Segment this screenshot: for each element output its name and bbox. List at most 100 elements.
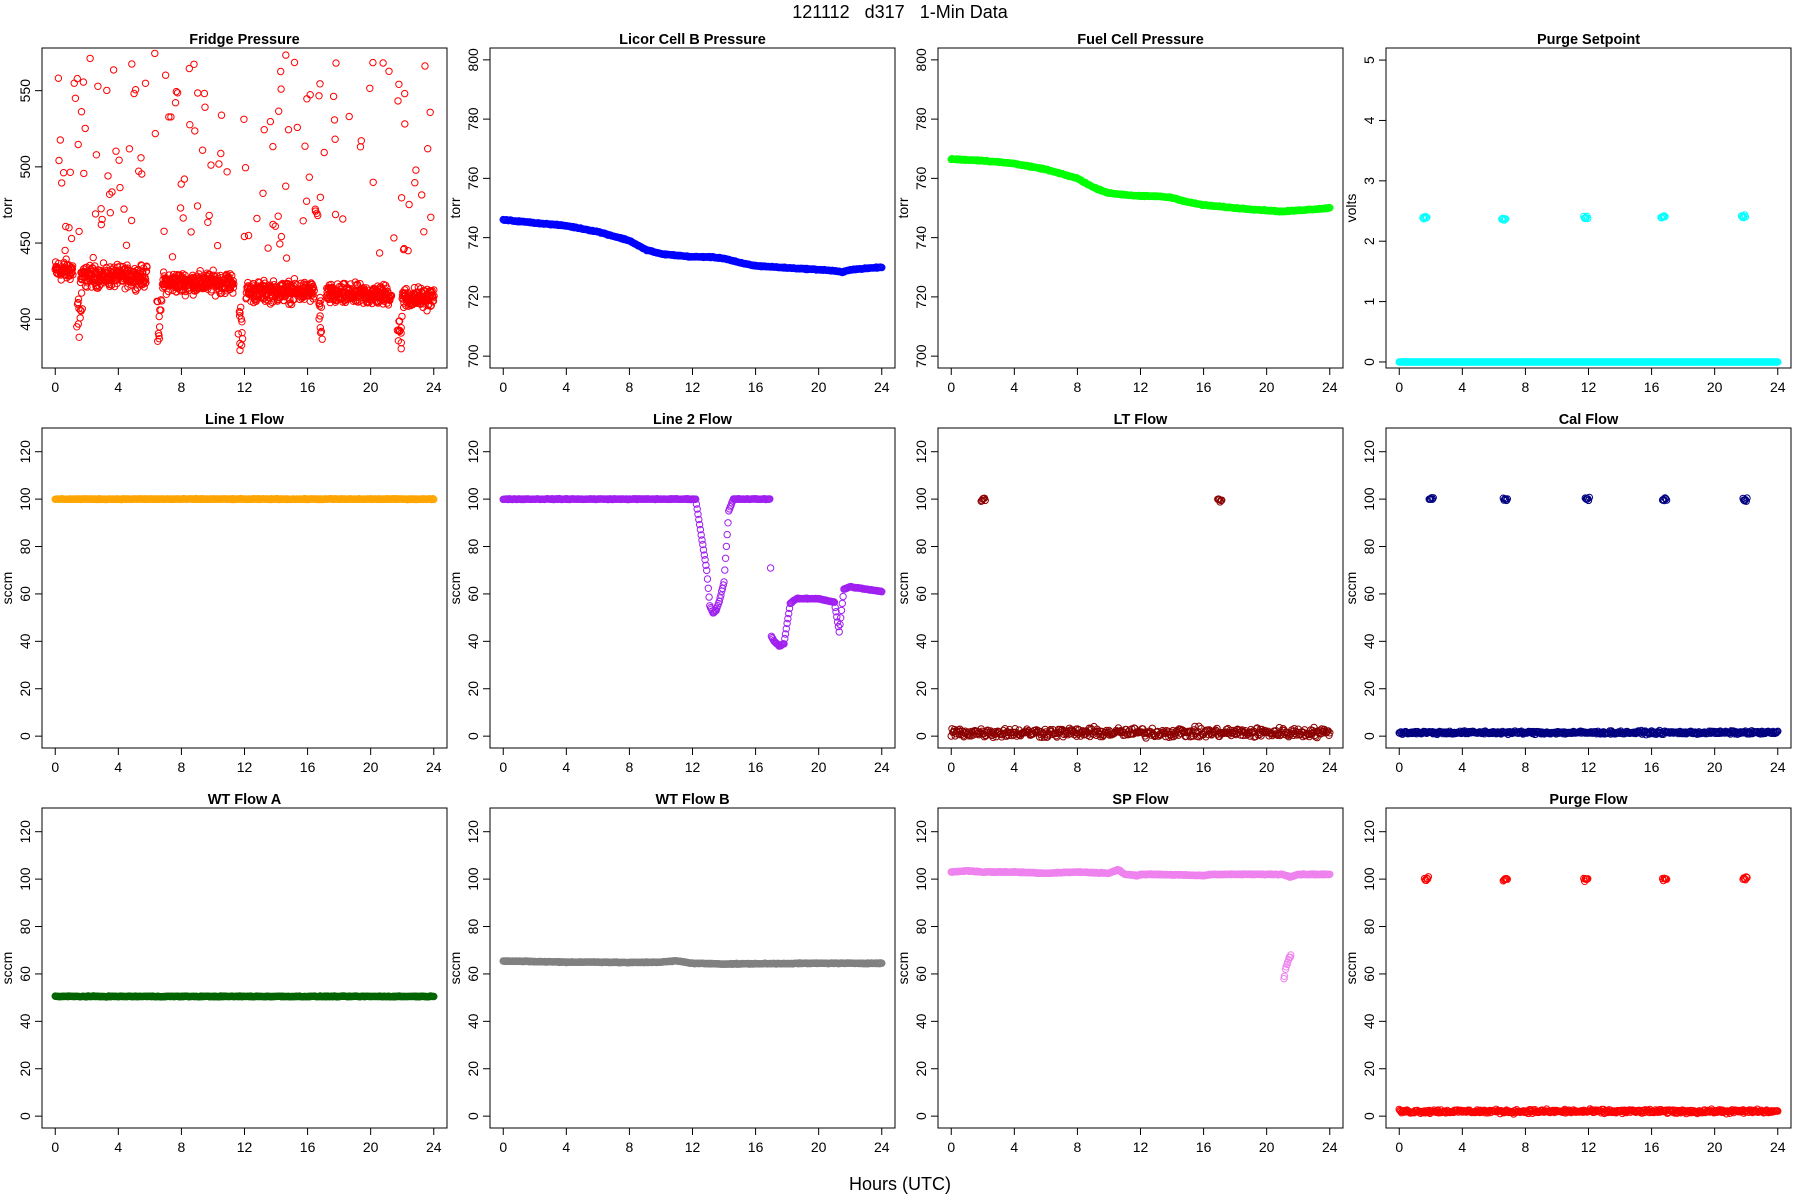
data-point bbox=[264, 244, 272, 252]
data-point bbox=[74, 298, 82, 307]
x-tick-label: 4 bbox=[1458, 379, 1466, 395]
data-point bbox=[375, 298, 383, 306]
data-point bbox=[266, 117, 275, 126]
x-tick-label: 12 bbox=[237, 379, 253, 395]
data-point bbox=[375, 249, 384, 257]
data-point bbox=[282, 254, 291, 262]
data-point bbox=[156, 306, 164, 314]
x-tick-label: 16 bbox=[1196, 759, 1212, 775]
data-point bbox=[141, 276, 150, 284]
y-tick-label: 700 bbox=[465, 344, 481, 368]
panel-title: Line 2 Flow bbox=[653, 412, 733, 428]
x-tick-label: 0 bbox=[1395, 759, 1403, 775]
data-point bbox=[78, 305, 87, 313]
data-point bbox=[303, 95, 311, 103]
data-point bbox=[143, 263, 151, 271]
series-points bbox=[51, 49, 438, 355]
x-tick-label: 12 bbox=[1581, 379, 1597, 395]
y-tick-label: 40 bbox=[465, 633, 481, 649]
data-point bbox=[236, 339, 244, 348]
x-tick-label: 16 bbox=[1196, 379, 1212, 395]
x-tick-label: 4 bbox=[1010, 379, 1018, 395]
data-point bbox=[142, 278, 150, 287]
data-point bbox=[209, 271, 218, 279]
plot-frame bbox=[1385, 47, 1792, 369]
data-point bbox=[316, 312, 324, 320]
data-point bbox=[217, 111, 226, 119]
data-point bbox=[94, 82, 102, 91]
data-point bbox=[207, 161, 215, 169]
plot-frame bbox=[489, 47, 896, 369]
y-tick-label: 60 bbox=[17, 586, 33, 602]
data-point bbox=[284, 126, 293, 134]
y-tick-label: 4 bbox=[1361, 116, 1377, 124]
panel-title: Fuel Cell Pressure bbox=[1077, 32, 1204, 48]
data-point bbox=[424, 145, 432, 153]
x-tick-label: 12 bbox=[1133, 759, 1149, 775]
panel-title: Cal Flow bbox=[1559, 412, 1619, 428]
data-point bbox=[305, 173, 313, 181]
figure-title: 121112 d317 1-Min Data bbox=[792, 2, 1008, 22]
data-point bbox=[269, 220, 277, 229]
data-point bbox=[369, 178, 377, 187]
data-point bbox=[157, 296, 165, 304]
data-point bbox=[427, 301, 435, 310]
y-tick-label: 80 bbox=[465, 539, 481, 555]
data-point bbox=[75, 227, 83, 236]
data-point bbox=[332, 59, 340, 67]
x-tick-label: 8 bbox=[178, 759, 186, 775]
data-point bbox=[141, 79, 150, 88]
x-tick-label: 24 bbox=[426, 379, 442, 395]
data-point bbox=[316, 80, 324, 88]
data-point bbox=[176, 204, 185, 212]
data-point bbox=[61, 246, 69, 255]
y-tick-label: 760 bbox=[465, 166, 481, 190]
data-point bbox=[191, 127, 199, 135]
data-point bbox=[115, 156, 123, 164]
y-tick-label: 780 bbox=[913, 107, 929, 131]
x-tick-label: 4 bbox=[562, 379, 570, 395]
x-tick-label: 24 bbox=[426, 759, 442, 775]
data-point bbox=[131, 86, 140, 94]
data-point bbox=[204, 218, 212, 227]
data-point bbox=[76, 306, 85, 314]
data-point bbox=[331, 135, 339, 143]
data-point bbox=[77, 108, 86, 116]
series-points bbox=[1395, 493, 1782, 739]
x-tick-label: 16 bbox=[300, 759, 316, 775]
data-point bbox=[276, 240, 284, 248]
data-point bbox=[724, 519, 732, 527]
data-point bbox=[209, 266, 217, 274]
data-point bbox=[274, 212, 282, 220]
data-point bbox=[286, 295, 294, 304]
y-tick-label: 550 bbox=[17, 79, 33, 103]
data-point bbox=[838, 599, 846, 608]
x-tick-label: 16 bbox=[748, 379, 764, 395]
data-point bbox=[383, 284, 391, 292]
data-point bbox=[411, 179, 419, 187]
data-point bbox=[399, 245, 408, 254]
data-point bbox=[703, 575, 712, 583]
y-tick-label: 20 bbox=[913, 681, 929, 697]
y-axis-label: torr bbox=[0, 197, 15, 218]
data-point bbox=[56, 136, 64, 144]
data-point bbox=[395, 80, 403, 89]
data-point bbox=[217, 149, 225, 158]
data-point bbox=[345, 112, 353, 121]
y-tick-label: 120 bbox=[17, 440, 33, 464]
data-point bbox=[155, 323, 164, 331]
data-point bbox=[357, 137, 365, 145]
data-point bbox=[704, 584, 712, 592]
data-point bbox=[180, 286, 188, 294]
data-point bbox=[173, 89, 182, 97]
data-point bbox=[397, 345, 405, 353]
data-point bbox=[329, 92, 338, 101]
data-point bbox=[86, 54, 94, 63]
data-point bbox=[89, 253, 97, 262]
data-point bbox=[180, 175, 189, 183]
